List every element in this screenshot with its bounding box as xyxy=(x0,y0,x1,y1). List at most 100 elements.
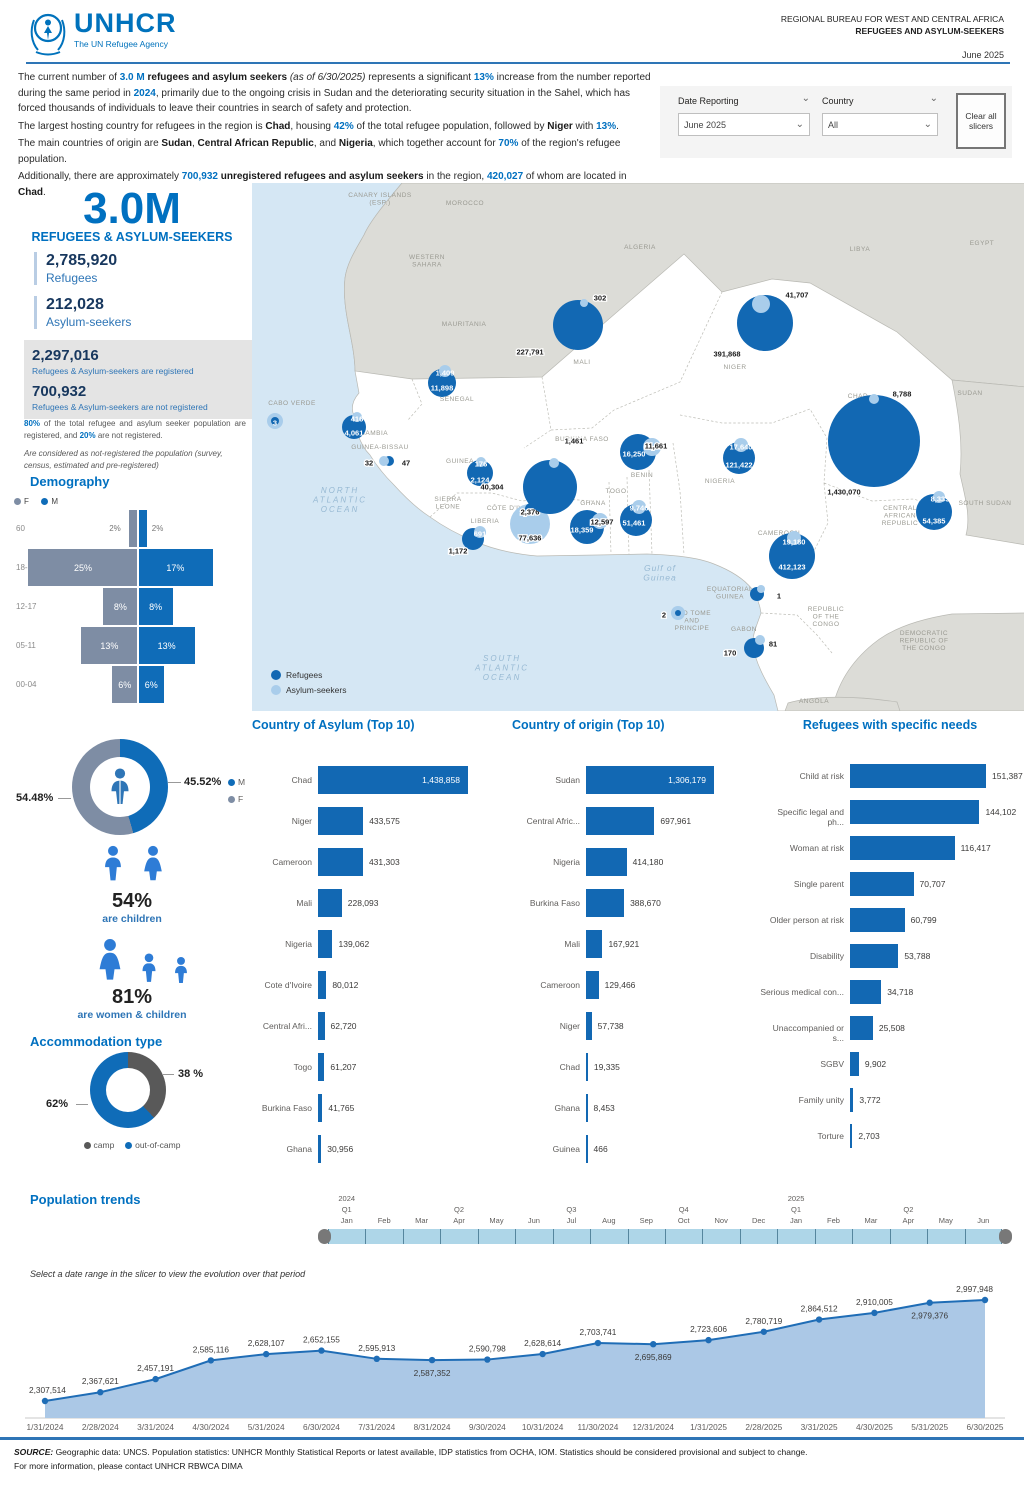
female-bar[interactable] xyxy=(80,627,137,664)
male-bar[interactable] xyxy=(139,666,165,703)
timeline-cell[interactable] xyxy=(889,1229,928,1244)
asylum-bubble[interactable] xyxy=(592,513,608,529)
timeline-cell[interactable] xyxy=(777,1229,815,1244)
bar[interactable] xyxy=(318,1094,323,1122)
gender-donut-chart[interactable] xyxy=(72,739,168,835)
bar[interactable] xyxy=(586,848,627,876)
data-point[interactable] xyxy=(871,1309,878,1317)
bar[interactable] xyxy=(850,764,986,788)
male-bar[interactable] xyxy=(139,627,196,664)
data-point[interactable] xyxy=(318,1347,325,1354)
bar[interactable] xyxy=(850,1052,859,1076)
country-dropdown[interactable]: All ⌄ xyxy=(822,113,938,136)
data-point[interactable] xyxy=(650,1340,657,1348)
asylum-bubble[interactable] xyxy=(734,438,748,452)
bar[interactable] xyxy=(318,1135,322,1163)
data-point[interactable] xyxy=(41,1397,49,1405)
bar[interactable] xyxy=(586,766,714,794)
asylum-bubble[interactable] xyxy=(933,491,945,503)
data-point[interactable] xyxy=(152,1375,159,1383)
country-slicer-header[interactable]: Country ⌄ xyxy=(822,94,938,107)
male-bar[interactable] xyxy=(139,549,213,586)
bar[interactable] xyxy=(318,766,468,794)
bar[interactable] xyxy=(850,800,980,824)
asylum-bubble[interactable] xyxy=(869,394,879,404)
bar[interactable] xyxy=(586,1135,588,1163)
bar[interactable] xyxy=(850,1016,873,1040)
bar[interactable] xyxy=(318,1053,325,1081)
female-bar[interactable] xyxy=(111,666,137,703)
bar[interactable] xyxy=(850,1088,854,1112)
bar[interactable] xyxy=(850,836,955,860)
bar[interactable] xyxy=(850,1124,853,1148)
refugee-bubble[interactable] xyxy=(271,417,279,425)
bar[interactable] xyxy=(586,889,625,917)
asylum-bubble[interactable] xyxy=(757,585,765,593)
data-point[interactable] xyxy=(705,1336,712,1344)
bar[interactable] xyxy=(850,908,905,932)
asylum-bubble[interactable] xyxy=(580,299,588,307)
data-point[interactable] xyxy=(428,1356,436,1364)
timeline-cell[interactable] xyxy=(702,1229,740,1244)
female-bar[interactable] xyxy=(129,510,137,547)
asylum-bubble[interactable] xyxy=(755,635,765,645)
refugee-bubble[interactable] xyxy=(675,610,681,616)
asylum-bubble[interactable] xyxy=(510,504,550,544)
timeline-cell[interactable] xyxy=(515,1229,553,1244)
bar[interactable] xyxy=(850,944,899,968)
timeline-cell[interactable] xyxy=(402,1229,441,1244)
timeline-cell[interactable] xyxy=(590,1229,628,1244)
bar[interactable] xyxy=(586,971,599,999)
bar[interactable] xyxy=(850,872,914,896)
data-point[interactable] xyxy=(926,1299,933,1306)
timeline-handle-right[interactable] xyxy=(999,1229,1012,1244)
bar[interactable] xyxy=(318,889,342,917)
bar[interactable] xyxy=(318,1012,325,1040)
bar[interactable] xyxy=(318,930,333,958)
timeline-cell[interactable] xyxy=(328,1229,366,1244)
refugee-bubble[interactable] xyxy=(723,442,755,474)
data-point[interactable] xyxy=(262,1350,270,1358)
male-bar[interactable] xyxy=(139,588,174,625)
timeline-cell[interactable] xyxy=(964,1229,1002,1244)
data-point[interactable] xyxy=(815,1316,823,1323)
data-point[interactable] xyxy=(594,1339,602,1347)
data-point[interactable] xyxy=(97,1389,104,1396)
data-point[interactable] xyxy=(760,1328,768,1335)
refugee-bubble[interactable] xyxy=(523,460,577,514)
asylum-bubble[interactable] xyxy=(632,500,646,514)
asylum-bubble[interactable] xyxy=(787,531,801,545)
asylum-bubble[interactable] xyxy=(476,457,486,467)
bar[interactable] xyxy=(318,971,327,999)
asylum-bubble[interactable] xyxy=(439,365,451,377)
timeline-cell[interactable] xyxy=(365,1229,403,1244)
bar[interactable] xyxy=(586,1012,592,1040)
date-reporting-dropdown[interactable]: June 2025 ⌄ xyxy=(678,113,810,136)
timeline-cell[interactable] xyxy=(927,1229,965,1244)
timeline-cell[interactable] xyxy=(814,1229,853,1244)
asylum-bubble[interactable] xyxy=(549,458,559,468)
bar[interactable] xyxy=(318,848,363,876)
region-bubble-map[interactable]: CANARY ISLANDS (ESP.) MOROCCO WESTERN SAHARA… xyxy=(252,182,1024,712)
date-range-slicer[interactable]: 2024 2025 Q1 Q2 Q3 Q4 Q1 Q2 Jan Feb Mar Apr May Jun Ju… xyxy=(318,1194,1012,1248)
bar[interactable] xyxy=(586,807,655,835)
timeline-cell[interactable] xyxy=(440,1229,478,1244)
female-bar[interactable] xyxy=(28,549,137,586)
date-reporting-slicer-header[interactable]: Date Reporting ⌄ xyxy=(678,94,810,107)
asylum-bubble[interactable] xyxy=(752,295,770,313)
timeline-cell[interactable] xyxy=(739,1229,778,1244)
timeline-cell[interactable] xyxy=(627,1229,665,1244)
data-point[interactable] xyxy=(484,1356,491,1363)
data-point[interactable] xyxy=(981,1296,989,1304)
refugee-bubble[interactable] xyxy=(737,295,793,351)
asylum-bubble[interactable] xyxy=(643,438,661,456)
refugee-bubble[interactable] xyxy=(467,460,493,486)
bar[interactable] xyxy=(586,1053,588,1081)
asylum-bubble[interactable] xyxy=(352,412,362,422)
data-point[interactable] xyxy=(207,1357,215,1364)
timeline-cell[interactable] xyxy=(665,1229,703,1244)
timeline-cell[interactable] xyxy=(852,1229,890,1244)
refugee-bubble[interactable] xyxy=(828,395,920,487)
refugee-bubble[interactable] xyxy=(916,494,952,530)
refugee-bubble[interactable] xyxy=(769,533,815,579)
